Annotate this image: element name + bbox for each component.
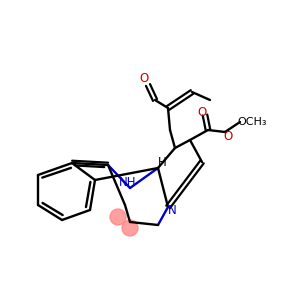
Text: OCH₃: OCH₃ — [237, 117, 267, 127]
Text: H: H — [158, 157, 166, 169]
Text: N: N — [168, 203, 176, 217]
Text: O: O — [197, 106, 207, 118]
Circle shape — [110, 209, 126, 225]
Text: O: O — [224, 130, 232, 142]
Circle shape — [122, 220, 138, 236]
Text: NH: NH — [119, 176, 137, 190]
Text: O: O — [140, 71, 148, 85]
